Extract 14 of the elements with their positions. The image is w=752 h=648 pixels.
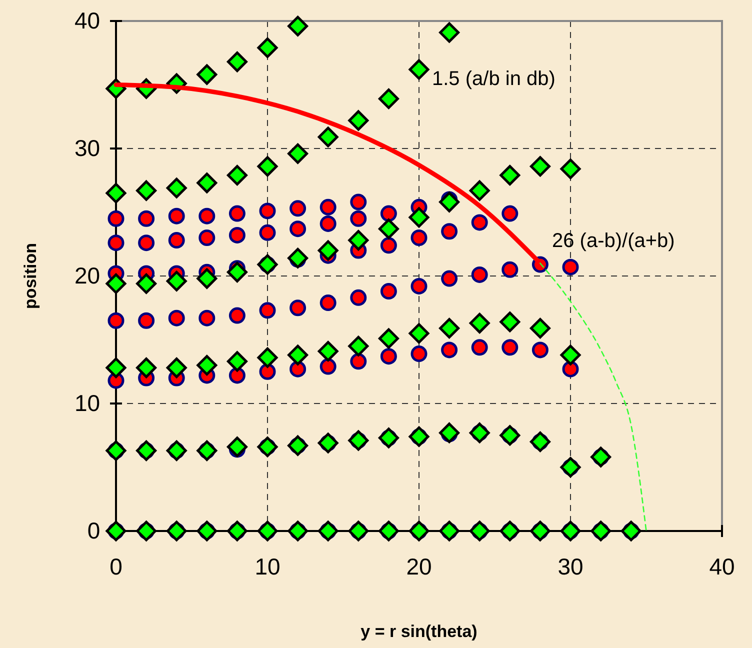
x-axis-title: y = r sin(theta) xyxy=(360,622,478,641)
y-tick-label: 0 xyxy=(87,517,100,544)
x-tick-label: 10 xyxy=(254,554,280,580)
y-tick-label: 40 xyxy=(74,7,100,34)
y-tick-label: 20 xyxy=(74,262,100,288)
y-axis-title: position xyxy=(21,242,40,310)
x-tick-label: 40 xyxy=(709,554,735,580)
x-tick-label: 0 xyxy=(110,554,122,580)
annotation: 26 (a-b)/(a+b) xyxy=(552,230,675,252)
x-tick-label: 20 xyxy=(406,554,432,580)
y-tick-label: 30 xyxy=(74,134,100,161)
y-tick-label: 10 xyxy=(74,390,100,416)
x-tick-label: 30 xyxy=(558,554,584,580)
annotation: 1.5 (a/b in db) xyxy=(432,68,556,90)
